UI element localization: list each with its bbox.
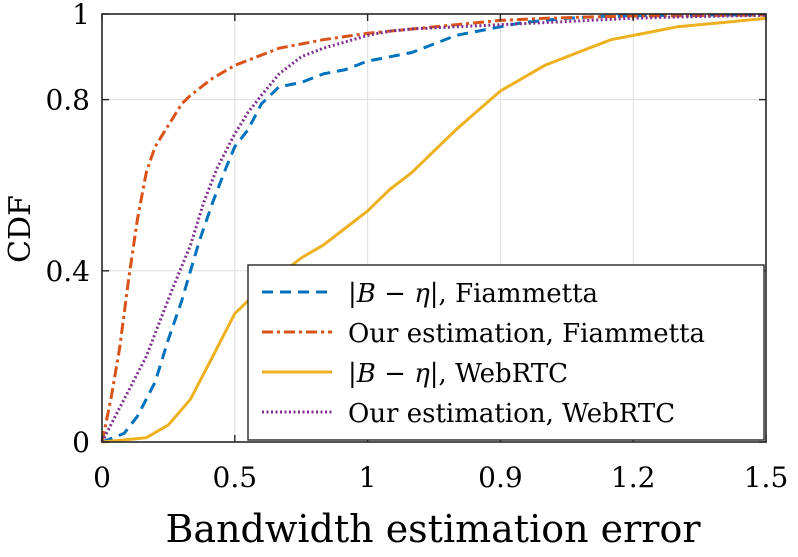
x-tick-label: 1.5 [744,461,789,494]
x-tick-label: 0.5 [213,461,258,494]
x-tick-label: 1 [359,461,377,494]
legend: |B − η|, Fiammetta Our estimation, Fiamme… [247,264,765,441]
legend-box [247,264,765,441]
legend-label-4: Our estimation, WebRTC [348,399,675,429]
x-tick-label: 1.2 [611,461,656,494]
legend-label-2: Our estimation, Fiammetta [348,319,705,349]
y-axis-label: CDF [3,195,38,263]
x-tick-label: 0.9 [478,461,523,494]
y-tick-labels: 0 0.4 0.8 1 [45,0,90,459]
series-line-4 [100,13,767,443]
y-tick-label: 0.8 [45,84,90,117]
legend-label-3: |B − η|, WebRTC [348,359,568,389]
y-tick-label: 0 [72,426,90,459]
series-line-1 [101,13,766,444]
axes-frame [101,13,767,443]
x-axis-label: Bandwidth estimation error [165,507,701,551]
x-tick-label: 0 [93,461,111,494]
legend-label-1: |B − η|, Fiammetta [348,279,598,309]
x-tick-labels: 0 0.5 1 0.9 1.2 1.5 [93,461,788,494]
series-lines [100,13,767,444]
series-line-3 [101,16,767,444]
y-tick-label: 0.4 [45,255,90,288]
y-tick-label: 1 [72,0,90,31]
